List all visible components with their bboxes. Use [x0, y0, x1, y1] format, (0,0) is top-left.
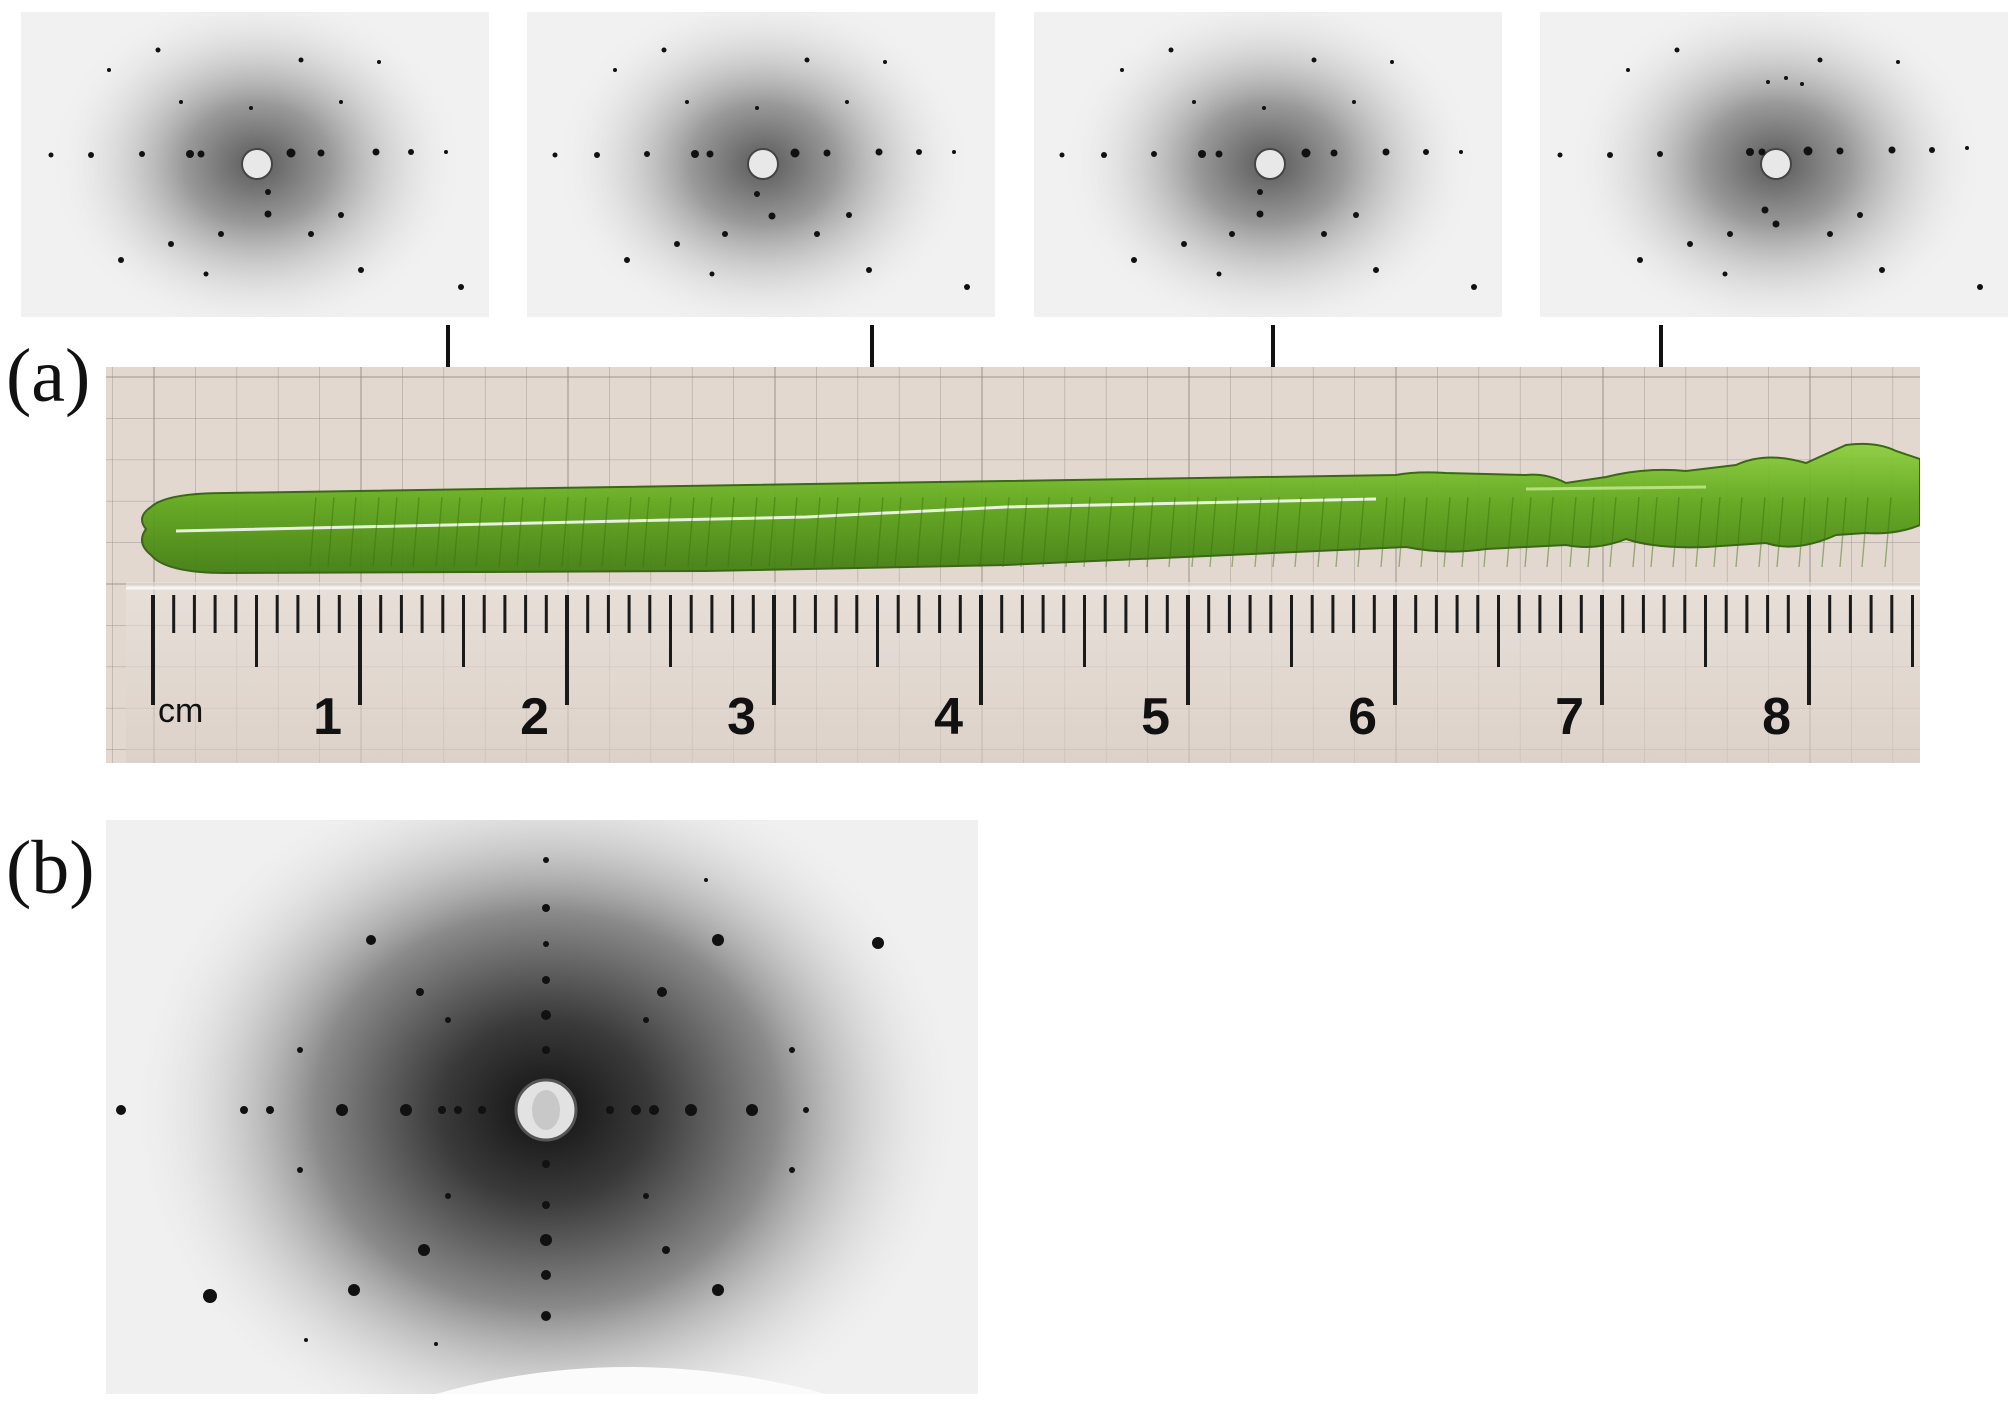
laue-spot — [445, 1193, 451, 1199]
laue-spot — [240, 1106, 248, 1114]
laue-spot — [789, 1167, 795, 1173]
crystal — [141, 442, 1920, 575]
laue-spot — [643, 1193, 649, 1199]
panel-b-label: (b) — [6, 826, 95, 910]
laue-spot — [542, 976, 550, 984]
laue-spot — [297, 1047, 303, 1053]
laue-spot — [541, 1010, 551, 1020]
laue-spot — [657, 987, 667, 997]
laue-spot — [297, 1167, 303, 1173]
ruler-number: 7 — [1555, 688, 1584, 746]
laue-spot — [543, 941, 549, 947]
laue-spot — [685, 1104, 697, 1116]
laue-spot — [643, 1017, 649, 1023]
laue-spot — [478, 1106, 486, 1114]
ruler-number: 6 — [1348, 688, 1377, 746]
laue-spot — [542, 1201, 550, 1209]
laue-spot — [606, 1106, 614, 1114]
laue-pattern-2 — [527, 12, 995, 317]
laue-pattern-4-image — [1557, 12, 1986, 317]
crystal-highlight — [175, 497, 1377, 533]
laue-spot — [872, 937, 884, 949]
laue-spot — [418, 1244, 430, 1256]
laue-spot — [712, 934, 724, 946]
laue-pattern-3-image — [1059, 12, 1480, 317]
laue-spot — [541, 1270, 551, 1280]
ruler-number: 5 — [1141, 688, 1170, 746]
laue-spot — [416, 988, 424, 996]
laue-spot — [434, 1342, 438, 1346]
ruler-number: 2 — [520, 688, 549, 746]
laue-spot — [400, 1104, 412, 1116]
ruler-unit-label: cm — [158, 692, 203, 730]
laue-spot — [789, 1047, 795, 1053]
laue-spot — [348, 1284, 360, 1296]
ruler-number: 8 — [1762, 688, 1791, 746]
crystal-photo-image: cm 1 2 3 4 5 6 7 8 — [106, 367, 1920, 763]
laue-spot — [438, 1106, 446, 1114]
laue-spot — [746, 1104, 758, 1116]
ruler-number: 3 — [727, 688, 756, 746]
laue-spot — [542, 1160, 550, 1168]
laue-spot — [203, 1289, 217, 1303]
laue-pattern-3 — [1034, 12, 1502, 317]
crystal-growth-bands — [309, 496, 1892, 568]
laue-spot — [542, 1046, 550, 1054]
laue-spot — [540, 1234, 552, 1246]
laue-pattern-2-image — [552, 12, 973, 317]
laue-spot — [543, 857, 549, 863]
laue-spot — [662, 1246, 670, 1254]
laue-pattern-1 — [21, 12, 489, 317]
ruler-number: 1 — [313, 688, 342, 746]
laue-spot — [541, 1311, 551, 1321]
laue-pattern-large — [106, 820, 978, 1394]
laue-spot — [304, 1338, 308, 1342]
laue-spot — [704, 878, 708, 882]
laue-pattern-large-image — [116, 820, 966, 1394]
laue-pattern-1-image — [47, 12, 467, 317]
laue-spot — [116, 1105, 126, 1115]
laue-spot — [712, 1284, 724, 1296]
laue-pattern-4 — [1540, 12, 2008, 317]
laue-spot — [542, 904, 550, 912]
laue-spot — [366, 935, 376, 945]
laue-spot — [803, 1107, 809, 1113]
crystal-photo: cm 1 2 3 4 5 6 7 8 — [106, 367, 1920, 763]
ruler-ticks — [151, 595, 1914, 705]
ruler-numbers: 1 2 3 4 5 6 7 8 — [313, 688, 1791, 746]
ruler-number: 4 — [934, 688, 963, 746]
panel-a-label: (a) — [6, 334, 91, 418]
laue-spot — [631, 1105, 641, 1115]
laue-spot — [266, 1106, 274, 1114]
laue-spot — [336, 1104, 348, 1116]
laue-spot — [649, 1105, 659, 1115]
laue-spot — [454, 1106, 462, 1114]
laue-spot — [445, 1017, 451, 1023]
